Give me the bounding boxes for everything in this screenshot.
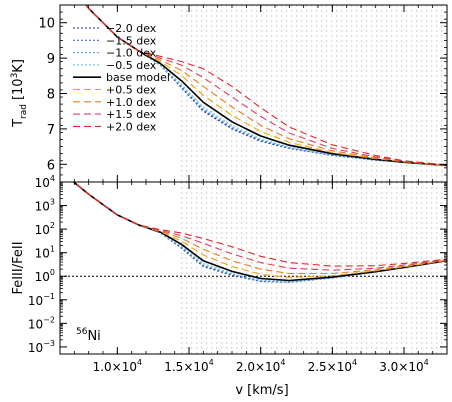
x-tick-label: 3.0×104 [379, 358, 429, 374]
shaded-region [181, 5, 447, 182]
legend-label: −0.5 dex [106, 59, 157, 72]
annotation-isotope: 56 [76, 327, 88, 337]
legend-label: −1.0 dex [106, 47, 157, 60]
series-line [72, 182, 447, 283]
series-line [72, 182, 447, 283]
series-line [85, 5, 447, 166]
series-line [72, 182, 447, 267]
temperature-lines [85, 5, 447, 167]
y-tick-label: 8 [47, 88, 55, 103]
y-tick-label: 100 [35, 268, 55, 284]
legend-label: +0.5 dex [106, 84, 157, 97]
x-tick-label: 1.5×104 [164, 358, 214, 374]
ratio-panel: 10−3 10−2 10−1 100 101 102 103 104 1.0×104 1.5×1… [11, 174, 448, 398]
series-line [72, 182, 447, 271]
ratio-lines [72, 182, 447, 283]
y-tick-label: 103 [35, 198, 55, 214]
legend-label: +1.5 dex [106, 108, 157, 121]
y-tick-label: 101 [35, 245, 55, 261]
y-axis-label-unit: [10 [11, 78, 26, 100]
series-line [72, 182, 447, 275]
y-tick-label: 10 [38, 17, 55, 32]
x-axis-label: v [km/s] [235, 383, 288, 398]
y-axis-label: FeIII/FeII [11, 241, 26, 294]
annotation-element: Ni [87, 329, 100, 344]
y-axis-ticks: 10−3 10−2 10−1 100 101 102 103 104 [28, 174, 447, 355]
y-axis-label: Trad [103K] [10, 59, 29, 128]
series-line [72, 182, 447, 278]
series-line [72, 182, 447, 283]
annotation: 56Ni [76, 327, 101, 344]
x-tick-label: 2.5×104 [308, 358, 358, 374]
legend-label: +1.0 dex [106, 96, 157, 109]
legend-label: −1.5 dex [106, 34, 157, 47]
y-tick-label: 104 [35, 174, 55, 190]
y-tick-label: 102 [35, 221, 55, 237]
series-line [72, 182, 447, 283]
x-tick-label: 2.0×104 [236, 358, 286, 374]
temperature-panel: 6 7 8 9 10 −2.0 dex−1.5 dex−1.0 dex−0.5 dexb… [10, 4, 448, 183]
x-axis-ticks: 1.0×104 1.5×104 2.0×104 2.5×104 3.0×104 [73, 182, 448, 374]
y-axis-label-sub: rad [19, 104, 29, 119]
y-axis-label-unit-exp: 3 [10, 73, 20, 79]
y-tick-label: 6 [47, 158, 55, 173]
legend-label: −2.0 dex [106, 22, 157, 35]
y-axis-label-unit-end: K] [11, 59, 26, 73]
series-line [72, 182, 447, 282]
legend-label: +2.0 dex [106, 120, 157, 133]
legend-label: base model [106, 71, 170, 84]
x-tick-label: 1.0×104 [93, 358, 143, 374]
y-axis-label-main: T [11, 119, 26, 128]
y-axis-ticks: 6 7 8 9 10 [38, 4, 448, 183]
y-tick-label: 9 [47, 52, 55, 67]
y-tick-label: 10−1 [28, 292, 55, 308]
y-tick-label: 10−3 [28, 339, 55, 355]
plot-frame [59, 181, 448, 355]
y-tick-label: 7 [47, 123, 55, 138]
y-tick-label: 10−2 [28, 315, 55, 331]
